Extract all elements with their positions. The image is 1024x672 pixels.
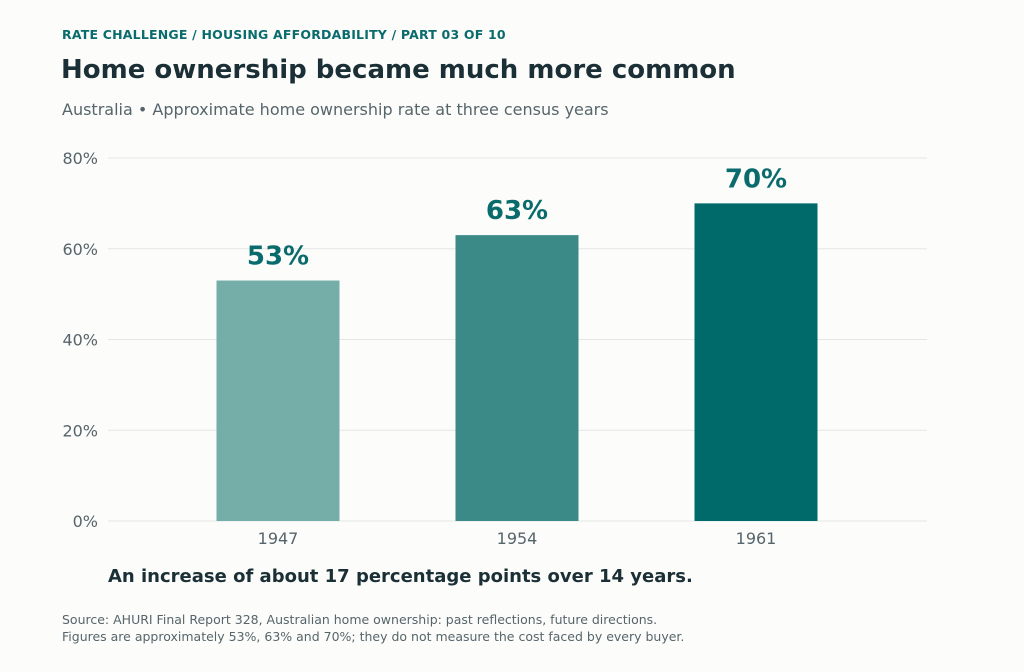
data-label: 63% [486, 196, 548, 226]
y-axis-ticks: 0% 20% 40% 60% 80% [62, 149, 98, 531]
series-kicker: RATE CHALLENGE / HOUSING AFFORDABILITY /… [62, 27, 506, 42]
takeaway-note: An increase of about 17 percentage point… [108, 566, 693, 587]
bar-1961 [694, 203, 818, 521]
bar-1954 [455, 235, 579, 521]
y-tick-label: 20% [62, 421, 98, 440]
y-tick-label: 60% [62, 240, 98, 259]
x-axis-ticks: 1947 1954 1961 [258, 529, 777, 548]
data-label: 70% [725, 164, 787, 194]
source-line: Source: AHURI Final Report 328, Australi… [62, 612, 658, 627]
bars [216, 203, 818, 521]
data-label: 53% [247, 242, 309, 272]
caveat-line: Figures are approximately 53%, 63% and 7… [62, 629, 685, 644]
x-tick-label: 1961 [736, 529, 777, 548]
data-labels: 53% 63% 70% [247, 164, 787, 271]
y-tick-label: 0% [73, 512, 98, 531]
page-title: Home ownership became much more common [61, 55, 736, 85]
x-tick-label: 1947 [258, 529, 299, 548]
bar-1947 [216, 280, 340, 521]
page-subtitle: Australia • Approximate home ownership r… [62, 100, 609, 119]
source-note: Source: AHURI Final Report 328, Australi… [62, 611, 684, 645]
y-tick-label: 80% [62, 149, 98, 168]
y-tick-label: 40% [62, 331, 98, 350]
x-tick-label: 1954 [497, 529, 538, 548]
